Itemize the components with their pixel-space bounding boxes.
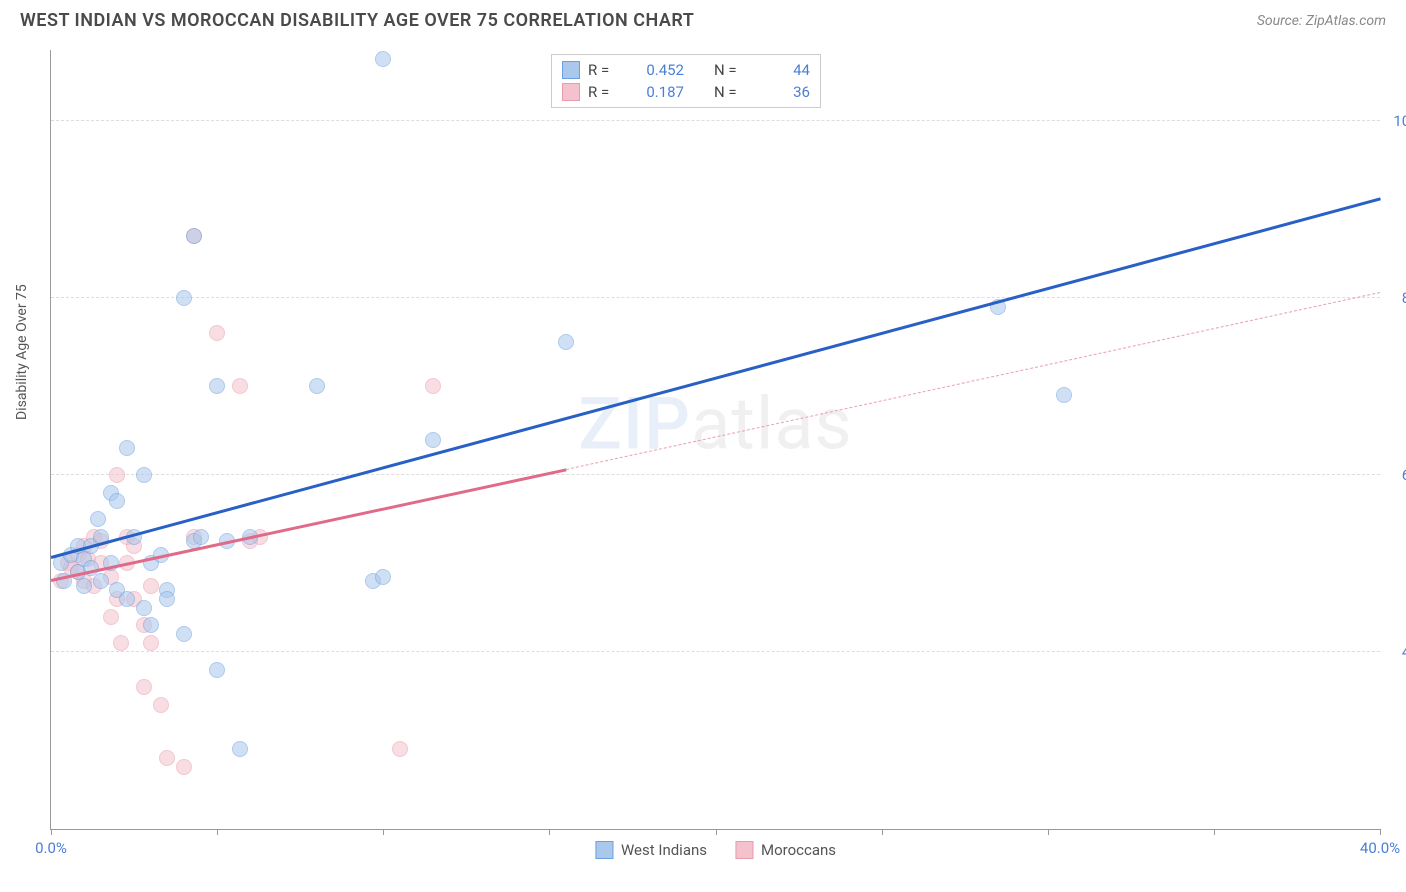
legend-label-moroccans: Moroccans — [761, 841, 836, 859]
gridline — [51, 474, 1380, 475]
y-tick-label: 40.0% — [1386, 643, 1406, 661]
r-value-mo: 0.187 — [632, 83, 684, 101]
chart-header: WEST INDIAN VS MOROCCAN DISABILITY AGE O… — [0, 0, 1406, 37]
data-point-moroccans — [392, 741, 408, 757]
data-point-west-indians — [159, 591, 175, 607]
x-tick — [716, 829, 717, 835]
gridline — [51, 651, 1380, 652]
source-attribution: Source: ZipAtlas.com — [1257, 13, 1386, 29]
data-point-west-indians — [76, 578, 92, 594]
data-point-moroccans — [113, 635, 129, 651]
x-tick — [1214, 829, 1215, 835]
n-value-mo: 36 — [758, 83, 810, 101]
y-tick-label: 100.0% — [1386, 112, 1406, 130]
data-point-west-indians — [309, 378, 325, 394]
data-point-moroccans — [425, 378, 441, 394]
data-point-moroccans — [176, 759, 192, 775]
gridline — [51, 297, 1380, 298]
x-tick — [1048, 829, 1049, 835]
x-tick — [383, 829, 384, 835]
data-point-west-indians — [109, 493, 125, 509]
n-label: N = — [714, 83, 750, 101]
gridline — [51, 120, 1380, 121]
n-label: N = — [714, 61, 750, 79]
data-point-west-indians — [176, 626, 192, 642]
legend-label-west-indians: West Indians — [621, 841, 707, 859]
swatch-moroccans — [562, 83, 580, 101]
stats-legend: R = 0.452 N = 44 R = 0.187 N = 36 — [551, 54, 821, 108]
x-tick-label: 0.0% — [35, 839, 67, 857]
x-tick — [882, 829, 883, 835]
data-point-west-indians — [425, 432, 441, 448]
data-point-west-indians — [375, 51, 391, 67]
trend-line — [51, 468, 567, 581]
chart-title: WEST INDIAN VS MOROCCAN DISABILITY AGE O… — [20, 10, 694, 31]
r-value-wi: 0.452 — [632, 61, 684, 79]
data-point-west-indians — [232, 741, 248, 757]
data-point-west-indians — [119, 591, 135, 607]
data-point-west-indians — [93, 573, 109, 589]
x-tick — [549, 829, 550, 835]
data-point-moroccans — [136, 679, 152, 695]
legend-swatch-west-indians — [595, 841, 613, 859]
data-point-west-indians — [119, 440, 135, 456]
data-point-west-indians — [209, 662, 225, 678]
legend-item-moroccans: Moroccans — [735, 841, 836, 859]
data-point-moroccans — [143, 635, 159, 651]
y-tick-label: 80.0% — [1386, 289, 1406, 307]
data-point-moroccans — [103, 609, 119, 625]
data-point-moroccans — [159, 750, 175, 766]
data-point-west-indians — [90, 511, 106, 527]
r-label: R = — [588, 61, 624, 79]
data-point-west-indians — [143, 617, 159, 633]
trend-line — [51, 198, 1381, 559]
legend-item-west-indians: West Indians — [595, 841, 707, 859]
data-point-west-indians — [558, 334, 574, 350]
data-point-moroccans — [109, 467, 125, 483]
data-point-west-indians — [375, 569, 391, 585]
data-point-moroccans — [232, 378, 248, 394]
data-point-moroccans — [153, 697, 169, 713]
data-point-moroccans — [143, 578, 159, 594]
legend-swatch-moroccans — [735, 841, 753, 859]
scatter-chart: ZIPatlas R = 0.452 N = 44 R = 0.187 N = … — [50, 50, 1380, 830]
data-point-moroccans — [209, 325, 225, 341]
watermark: ZIPatlas — [578, 381, 852, 466]
stats-row-moroccans: R = 0.187 N = 36 — [562, 81, 810, 103]
data-point-west-indians — [176, 290, 192, 306]
y-axis-label: Disability Age Over 75 — [14, 284, 30, 420]
x-tick — [1380, 829, 1381, 835]
stats-row-west-indians: R = 0.452 N = 44 — [562, 59, 810, 81]
data-point-west-indians — [193, 529, 209, 545]
y-tick-label: 60.0% — [1386, 466, 1406, 484]
n-value-wi: 44 — [758, 61, 810, 79]
series-legend: West Indians Moroccans — [595, 841, 836, 859]
x-tick — [51, 829, 52, 835]
r-label: R = — [588, 83, 624, 101]
data-point-west-indians — [136, 467, 152, 483]
data-point-west-indians — [1056, 387, 1072, 403]
data-point-west-indians — [186, 228, 202, 244]
x-tick — [217, 829, 218, 835]
data-point-west-indians — [209, 378, 225, 394]
data-point-west-indians — [136, 600, 152, 616]
x-tick-label: 40.0% — [1360, 839, 1400, 857]
trend-line-dashed — [566, 292, 1380, 470]
swatch-west-indians — [562, 61, 580, 79]
